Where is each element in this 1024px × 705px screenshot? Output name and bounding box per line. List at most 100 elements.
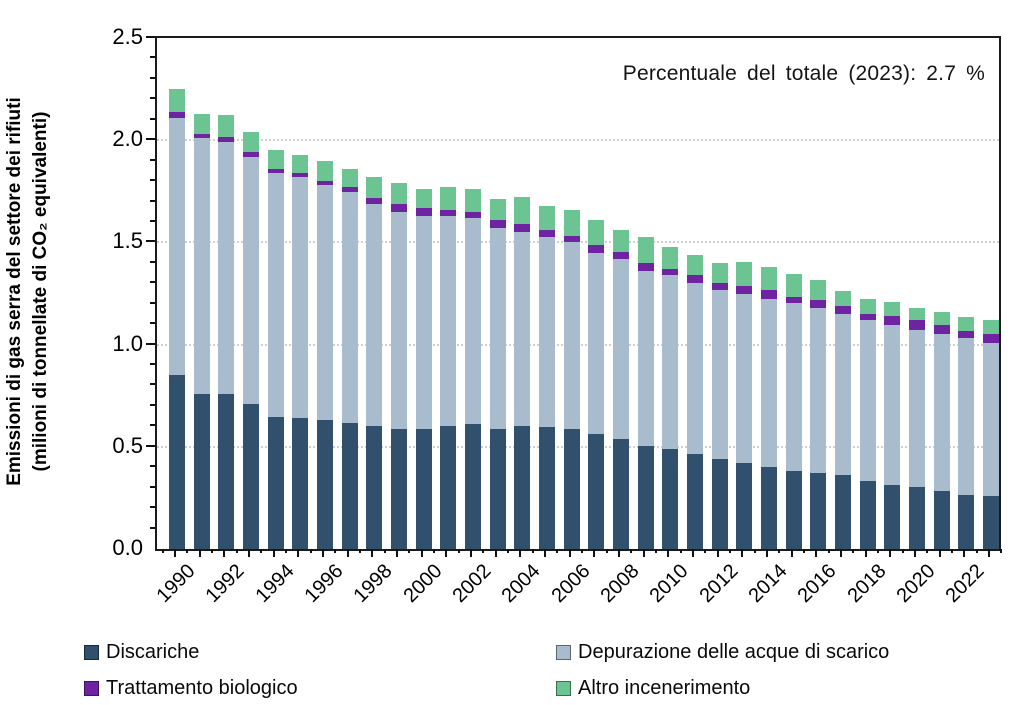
x-minor-tick <box>507 549 510 553</box>
bar-segment <box>539 427 556 549</box>
bar-2015 <box>785 38 802 549</box>
bar-segment <box>489 228 506 430</box>
bar-segment <box>267 172 284 418</box>
x-tick-label: 2010 <box>645 560 693 608</box>
bar-segment <box>341 423 358 549</box>
bar-segment <box>785 296 802 303</box>
bar-segment <box>465 424 482 549</box>
x-major-tick <box>642 549 645 557</box>
bar-segment <box>785 302 802 472</box>
x-tick-label: 2002 <box>448 560 496 608</box>
y-minor-tick <box>150 403 155 406</box>
bar-segment <box>563 209 580 237</box>
bar-segment <box>415 429 432 549</box>
bar-segment <box>810 307 827 474</box>
bar-segment <box>859 320 876 481</box>
bar-segment <box>810 473 827 549</box>
bar-2023 <box>983 38 1000 549</box>
bar-segment <box>736 286 753 294</box>
bar-2009 <box>637 38 654 549</box>
x-minor-tick <box>408 549 411 553</box>
x-minor-tick <box>531 549 534 553</box>
x-tick-label: 1996 <box>300 560 348 608</box>
y-minor-tick <box>150 219 155 222</box>
bar-segment <box>884 316 901 326</box>
bar-2012 <box>711 38 728 549</box>
bar-segment <box>366 426 383 549</box>
y-major-tick <box>146 36 155 38</box>
legend-item-discariche: Discariche <box>84 641 199 664</box>
bar-segment <box>292 172 309 177</box>
x-major-tick <box>322 549 325 557</box>
x-minor-tick <box>211 549 213 553</box>
x-tick-label: 2008 <box>596 560 644 608</box>
bar-segment <box>267 150 284 169</box>
bar-1995 <box>292 38 309 549</box>
y-minor-tick <box>150 526 155 529</box>
bar-segment <box>267 168 284 173</box>
x-minor-tick <box>581 549 584 553</box>
x-major-tick <box>223 549 226 557</box>
bar-segment <box>218 393 235 549</box>
bar-2016 <box>810 38 827 549</box>
x-major-tick <box>790 549 793 557</box>
y-minor-tick <box>150 424 155 427</box>
x-minor-tick <box>778 549 781 553</box>
x-tick-label: 2018 <box>843 560 891 608</box>
bar-segment <box>539 237 556 428</box>
legend-label-discariche: Discariche <box>106 641 200 663</box>
x-tick-label: 2006 <box>547 560 595 608</box>
x-minor-tick <box>433 549 436 553</box>
bar-segment <box>909 330 926 487</box>
bar-segment <box>243 152 259 157</box>
bar-segment <box>613 438 630 549</box>
bar-segment <box>909 307 926 321</box>
bar-segment <box>440 426 457 549</box>
bar-1992 <box>218 38 235 549</box>
x-major-tick <box>716 549 719 557</box>
bar-segment <box>366 177 383 199</box>
x-major-tick <box>544 549 547 557</box>
bar-2006 <box>563 38 580 549</box>
x-minor-tick <box>852 549 855 553</box>
x-tick-label: 1998 <box>349 560 397 608</box>
x-tick-label: 2000 <box>399 560 447 608</box>
x-major-tick <box>618 549 621 557</box>
bar-segment <box>711 283 728 291</box>
y-minor-tick <box>150 465 155 468</box>
bar-segment <box>785 471 802 549</box>
x-minor-tick <box>729 549 732 553</box>
x-minor-tick <box>285 549 287 553</box>
bar-2014 <box>761 38 778 549</box>
bar-segment <box>958 317 975 332</box>
bar-segment <box>958 494 975 549</box>
bar-segment <box>613 230 630 252</box>
bar-segment <box>613 251 630 259</box>
y-tick-label: 2.0 <box>112 126 143 152</box>
x-major-tick <box>494 549 497 557</box>
x-major-tick <box>864 549 867 557</box>
y-minor-tick <box>150 363 155 366</box>
bar-segment <box>489 199 506 220</box>
x-tick-label: 2022 <box>941 560 989 608</box>
bar-2011 <box>687 38 704 549</box>
bar-segment <box>983 334 1000 343</box>
gridline <box>157 241 999 244</box>
bar-segment <box>588 252 605 434</box>
x-minor-tick <box>334 549 337 553</box>
bar-segment <box>687 275 704 284</box>
bar-segment <box>761 290 778 299</box>
x-minor-tick <box>975 549 978 553</box>
bar-segment <box>909 320 926 331</box>
bar-2018 <box>859 38 876 549</box>
legend-swatch-altro-incenerimento <box>556 681 571 696</box>
bar-1998 <box>366 38 383 549</box>
x-minor-tick <box>655 549 658 553</box>
y-minor-tick <box>150 322 155 325</box>
bar-segment <box>292 177 309 419</box>
bar-1997 <box>341 38 358 549</box>
x-tick-label: 2020 <box>892 560 940 608</box>
bar-segment <box>588 245 605 253</box>
bar-segment <box>391 203 408 212</box>
legend-item-trattamento-biologico: Trattamento biologico <box>84 677 298 700</box>
